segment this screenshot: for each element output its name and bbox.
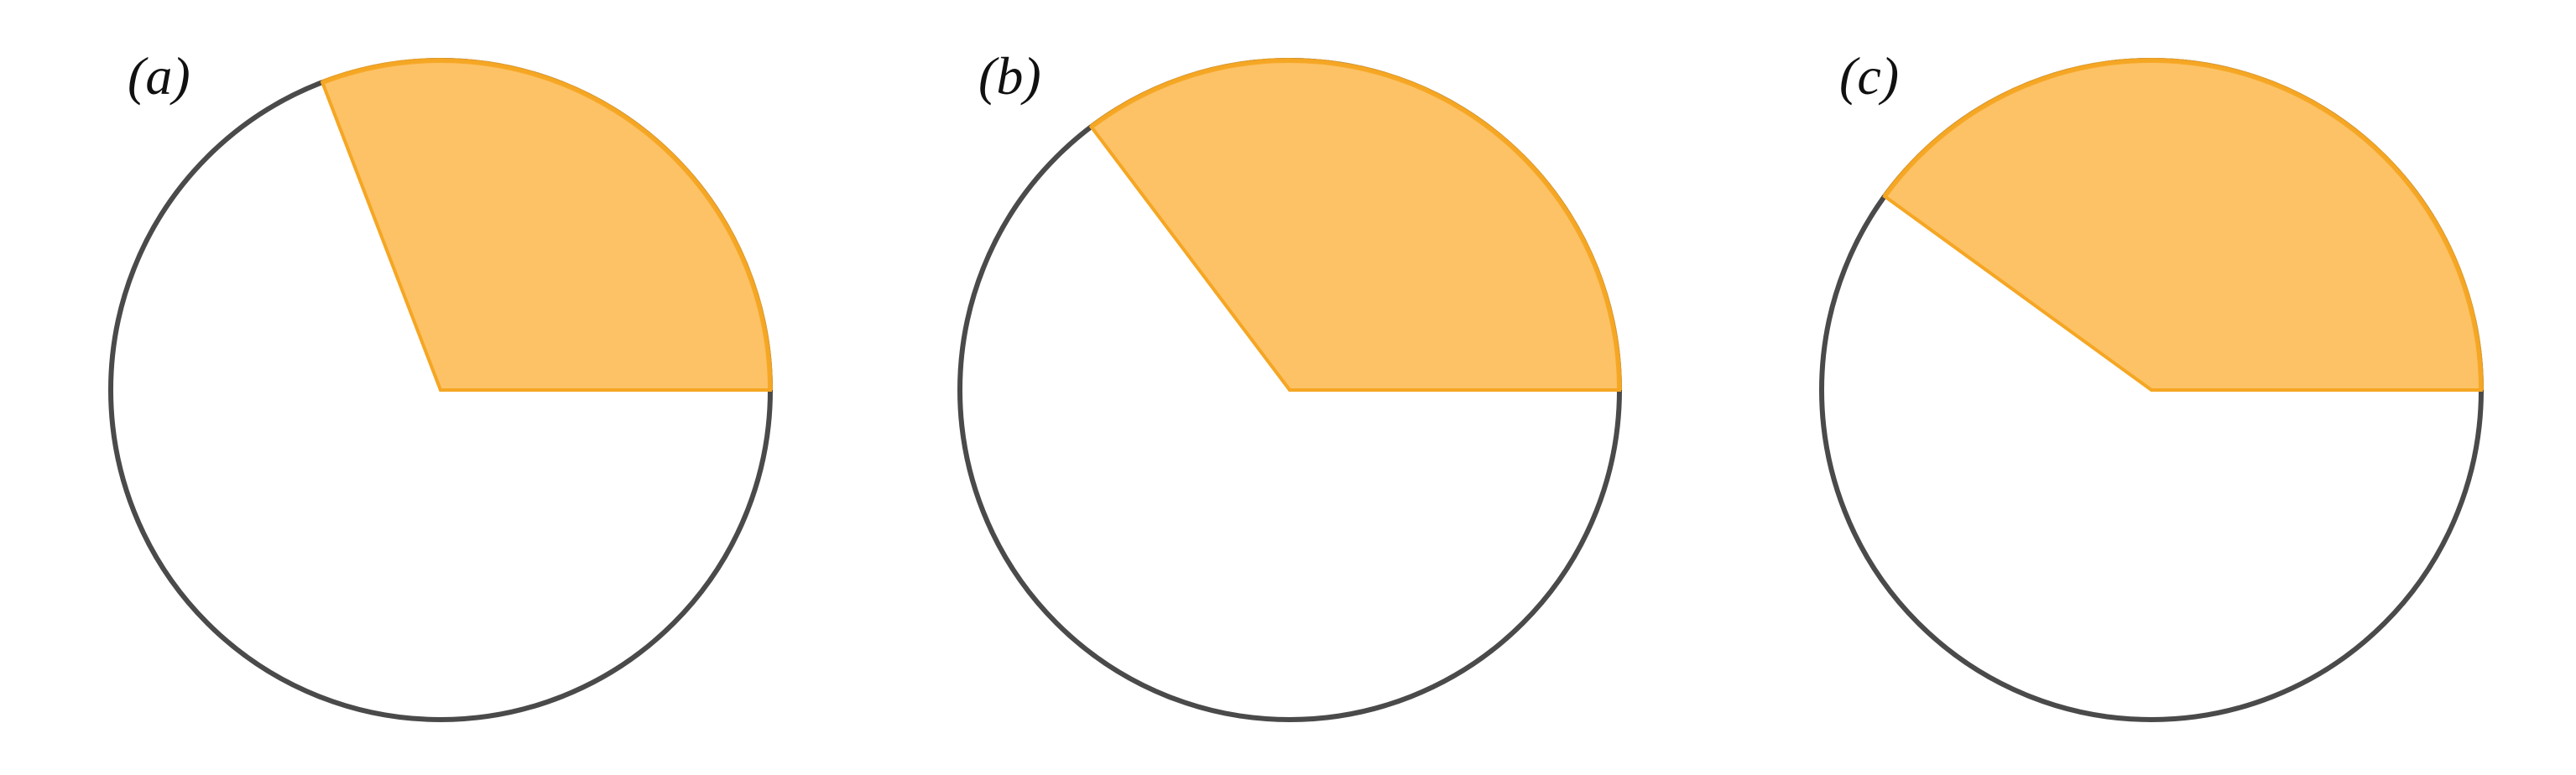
panel-a-sector [320,59,773,392]
panel-b-arc-outline [1089,58,1622,391]
panel-c-arc-outline [1882,58,2484,391]
panel-b: (b) [957,46,1622,722]
panel-c-label: (c) [1839,46,1899,106]
panel-b-label: (b) [978,46,1041,106]
panel-a: (a) [108,46,773,722]
panel-a-label: (a) [128,46,190,106]
panel-b-sector [1088,59,1622,392]
panel-a-arc-outline [321,58,773,391]
panel-c: (c) [1819,46,2484,722]
